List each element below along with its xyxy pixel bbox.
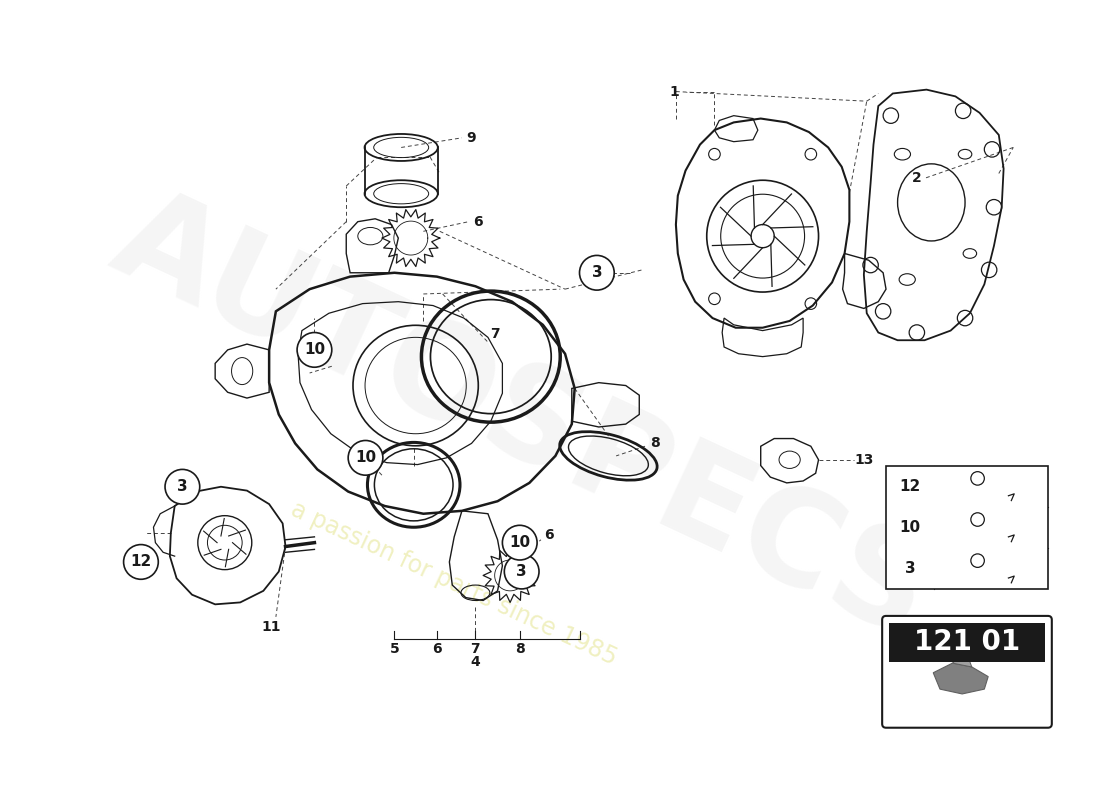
Polygon shape [953,658,971,667]
Text: 7: 7 [471,642,481,656]
Text: a passion for parts since 1985: a passion for parts since 1985 [287,497,622,670]
Text: 10: 10 [355,450,376,466]
Polygon shape [933,663,988,694]
Text: 9: 9 [466,131,476,145]
Text: 3: 3 [905,561,915,576]
Text: 121 01: 121 01 [914,628,1020,656]
Text: 10: 10 [900,520,921,534]
Text: 6: 6 [432,642,442,656]
Text: 6: 6 [473,214,483,229]
Text: 5: 5 [389,642,399,656]
Text: 1: 1 [669,85,679,98]
Text: 8: 8 [650,436,660,450]
Circle shape [165,470,200,504]
Circle shape [349,441,383,475]
Text: 12: 12 [130,554,152,570]
Text: 13: 13 [855,453,873,466]
Text: 3: 3 [177,479,188,494]
Text: 7: 7 [490,327,499,342]
Text: 12: 12 [900,478,921,494]
Circle shape [123,545,158,579]
Text: 10: 10 [304,342,324,358]
Circle shape [504,554,539,589]
Text: 2: 2 [912,171,922,186]
Text: 11: 11 [262,619,280,634]
Text: 10: 10 [509,535,530,550]
Text: 3: 3 [516,564,527,579]
Circle shape [503,526,537,560]
Text: AUTOSPECS: AUTOSPECS [95,175,949,664]
FancyBboxPatch shape [882,616,1052,728]
Text: 4: 4 [471,655,481,669]
Text: 6: 6 [543,528,553,542]
Bar [889,622,1045,662]
Text: 3: 3 [592,266,602,280]
Circle shape [580,255,614,290]
Circle shape [297,333,332,367]
Text: 8: 8 [515,642,525,656]
Bar [886,466,1048,589]
